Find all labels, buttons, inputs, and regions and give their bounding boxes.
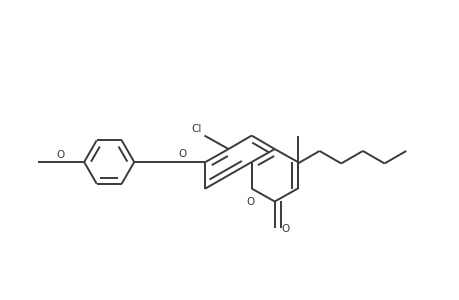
Text: O: O xyxy=(178,149,186,159)
Text: O: O xyxy=(281,224,289,234)
Text: O: O xyxy=(56,150,64,160)
Text: Cl: Cl xyxy=(191,124,202,134)
Text: O: O xyxy=(246,197,254,207)
